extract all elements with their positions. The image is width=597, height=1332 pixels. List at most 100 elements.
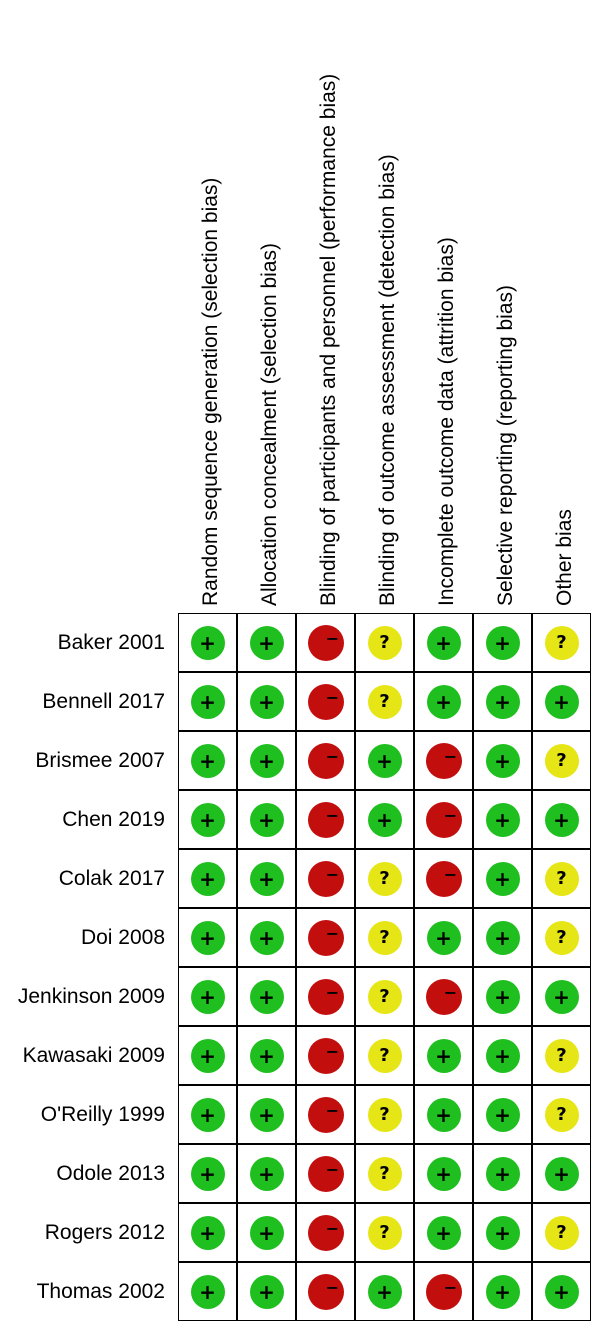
rating-cell: + xyxy=(473,908,532,967)
low-risk-icon: + xyxy=(249,1274,284,1309)
low-risk-icon: + xyxy=(485,861,520,896)
rating-symbol: − xyxy=(325,1278,340,1297)
rating-cell: + xyxy=(237,731,296,790)
rating-symbol: − xyxy=(325,1219,340,1238)
rating-symbol: − xyxy=(443,1278,458,1297)
unclear-risk-icon: ? xyxy=(367,1215,402,1250)
rating-symbol: + xyxy=(199,630,216,655)
study-row: + + −? + +? xyxy=(178,1026,596,1085)
rating-cell: − xyxy=(296,1085,355,1144)
rating-cell: ? xyxy=(355,672,414,731)
unclear-risk-icon: ? xyxy=(367,920,402,955)
rating-symbol: + xyxy=(435,925,452,950)
rating-symbol: − xyxy=(325,688,340,707)
rating-symbol: + xyxy=(258,1102,275,1127)
high-risk-icon: − xyxy=(307,1096,344,1133)
rating-cell: − xyxy=(296,613,355,672)
rating-symbol: − xyxy=(443,865,458,884)
high-risk-icon: − xyxy=(307,801,344,838)
rating-symbol: ? xyxy=(379,1163,390,1184)
rating-cell: + xyxy=(237,1262,296,1321)
high-risk-icon: − xyxy=(307,1155,344,1192)
rating-cell: + xyxy=(473,731,532,790)
rating-cell: − xyxy=(296,1026,355,1085)
study-row: + + − + − + + xyxy=(178,1262,596,1321)
rating-symbol: + xyxy=(199,807,216,832)
high-risk-icon: − xyxy=(425,1273,462,1310)
rating-cell: + xyxy=(473,1203,532,1262)
unclear-risk-icon: ? xyxy=(544,1215,579,1250)
low-risk-icon: + xyxy=(426,1038,461,1073)
rating-symbol: + xyxy=(258,689,275,714)
rating-symbol: − xyxy=(325,924,340,943)
rating-symbol: + xyxy=(494,1220,511,1245)
column-header: Random sequence generation (selection bi… xyxy=(199,177,222,606)
high-risk-icon: − xyxy=(307,1214,344,1251)
low-risk-icon: + xyxy=(190,743,225,778)
low-risk-icon: + xyxy=(426,625,461,660)
rating-cell: + xyxy=(473,1144,532,1203)
rating-cell: + xyxy=(473,1262,532,1321)
rating-symbol: + xyxy=(376,748,393,773)
low-risk-icon: + xyxy=(249,979,284,1014)
high-risk-icon: − xyxy=(425,978,462,1015)
rating-cell: + xyxy=(178,1026,237,1085)
rating-cell: + xyxy=(473,1085,532,1144)
low-risk-icon: + xyxy=(249,861,284,896)
rating-symbol: + xyxy=(258,748,275,773)
rating-cell: − xyxy=(296,790,355,849)
rating-symbol: + xyxy=(553,1279,570,1304)
rating-cell: − xyxy=(414,1262,473,1321)
rating-cell: + xyxy=(355,731,414,790)
rating-cell: − xyxy=(414,967,473,1026)
low-risk-icon: + xyxy=(544,979,579,1014)
rating-cell: − xyxy=(296,1144,355,1203)
rating-cell: + xyxy=(532,672,591,731)
rating-symbol: ? xyxy=(379,986,390,1007)
rating-cell: + xyxy=(237,1144,296,1203)
study-row: + + −? + +? xyxy=(178,613,596,672)
low-risk-icon: + xyxy=(249,920,284,955)
low-risk-icon: + xyxy=(426,920,461,955)
rating-cell: + xyxy=(178,731,237,790)
rating-cell: + xyxy=(414,908,473,967)
rating-symbol: − xyxy=(443,806,458,825)
rating-cell: + xyxy=(178,1085,237,1144)
rating-cell: + xyxy=(237,1026,296,1085)
rating-symbol: + xyxy=(199,1279,216,1304)
rating-cell: − xyxy=(296,731,355,790)
low-risk-icon: + xyxy=(485,625,520,660)
rating-symbol: + xyxy=(199,1043,216,1068)
rating-symbol: ? xyxy=(379,632,390,653)
high-risk-icon: − xyxy=(307,919,344,956)
rating-symbol: + xyxy=(199,925,216,950)
low-risk-icon: + xyxy=(249,684,284,719)
low-risk-icon: + xyxy=(190,1097,225,1132)
low-risk-icon: + xyxy=(485,920,520,955)
low-risk-icon: + xyxy=(544,684,579,719)
low-risk-icon: + xyxy=(249,1156,284,1191)
rating-cell: + xyxy=(237,790,296,849)
rating-symbol: + xyxy=(376,807,393,832)
rating-symbol: + xyxy=(494,984,511,1009)
study-name: Bennell 2017 xyxy=(42,690,165,713)
rating-symbol: + xyxy=(435,1220,452,1245)
study-name: Jenkinson 2009 xyxy=(17,985,165,1008)
rating-symbol: + xyxy=(435,1043,452,1068)
rating-symbol: + xyxy=(199,866,216,891)
low-risk-icon: + xyxy=(544,802,579,837)
rating-cell: ? xyxy=(355,1203,414,1262)
rating-symbol: + xyxy=(199,748,216,773)
study-row: + + −? + +? xyxy=(178,1203,596,1262)
low-risk-icon: + xyxy=(367,802,402,837)
rating-symbol: ? xyxy=(556,927,567,948)
rating-symbol: − xyxy=(325,629,340,648)
low-risk-icon: + xyxy=(190,1274,225,1309)
low-risk-icon: + xyxy=(544,1156,579,1191)
low-risk-icon: + xyxy=(426,1156,461,1191)
column-header: Other bias xyxy=(553,509,576,606)
rating-symbol: ? xyxy=(556,868,567,889)
study-name: Colak 2017 xyxy=(58,867,165,890)
rating-cell: + xyxy=(414,613,473,672)
rating-cell: ? xyxy=(532,731,591,790)
